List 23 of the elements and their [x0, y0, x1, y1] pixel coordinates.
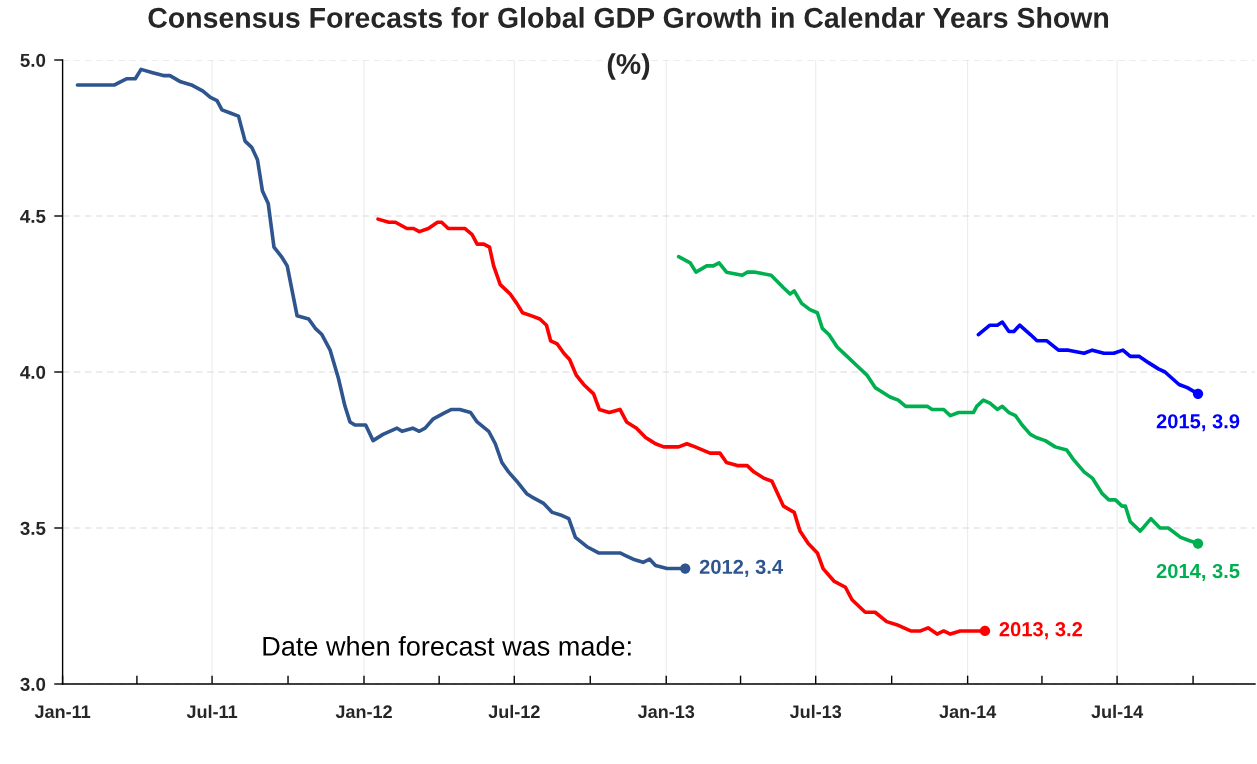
chart-title: Consensus Forecasts for Global GDP Growth in Calendar Years Shown (%) [148, 7, 1109, 80]
y-tick-label: 4.0 [20, 365, 46, 379]
point [979, 625, 991, 637]
y-tick-label: 3.5 [20, 521, 46, 535]
annotation: 2013, 3.2 [999, 622, 1083, 640]
x-tick-label: Jul-12 [488, 704, 540, 719]
y-tick-label: 4.5 [20, 209, 46, 223]
x-tick-label: Jan-12 [335, 705, 392, 719]
x-axis-title: Date when forecast was made: [263, 635, 631, 656]
point [1192, 538, 1204, 549]
x-tick-label: Jul-14 [1091, 704, 1144, 719]
point [680, 563, 691, 574]
x-tick-label: Jul-13 [789, 704, 842, 719]
point [1192, 388, 1204, 399]
y-tick-label: 3.0 [20, 677, 46, 691]
x-tick-label: Jul-11 [186, 704, 238, 719]
x-tick-label: Jan-13 [637, 705, 695, 719]
annotation: 2015, 3.9 [1156, 414, 1240, 432]
annotation: 2014, 3.5 [1156, 563, 1240, 582]
y-tick-label: 5.0 [20, 53, 46, 67]
annotation: 2012, 3.4 [699, 559, 783, 577]
x-tick-label: Jan-11 [34, 705, 91, 719]
x-tick-label: Jan-14 [939, 705, 997, 719]
